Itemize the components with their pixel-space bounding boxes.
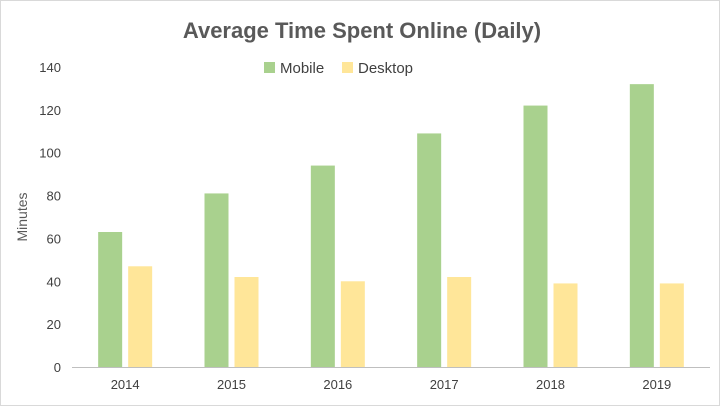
- bar-mobile-2015: [204, 193, 229, 367]
- y-axis-ticks: 0 20 40 60 80 100 120 140: [39, 60, 61, 375]
- x-tick-label-2017: 2017: [430, 377, 459, 392]
- x-tick-label-2018: 2018: [536, 377, 565, 392]
- x-tick-label-2019: 2019: [642, 377, 671, 392]
- bar-desktop-2018: [553, 283, 578, 367]
- legend-swatch-mobile: [264, 62, 275, 73]
- chart-title: Average Time Spent Online (Daily): [183, 18, 541, 43]
- bar-desktop-2015: [234, 277, 259, 367]
- bar-mobile-2016: [310, 165, 335, 367]
- y-tick-label-140: 140: [39, 60, 61, 75]
- y-tick-label-0: 0: [54, 360, 61, 375]
- x-axis-ticks: 2014 2015 2016 2017 2018 2019: [111, 377, 672, 392]
- x-tick-label-2016: 2016: [323, 377, 352, 392]
- y-axis-title: Minutes: [14, 192, 30, 241]
- y-tick-label-120: 120: [39, 103, 61, 118]
- bar-desktop-2016: [340, 281, 365, 367]
- bar-desktop-2017: [447, 277, 472, 367]
- y-tick-label-40: 40: [47, 274, 61, 289]
- bar-desktop-2019: [659, 283, 684, 367]
- y-tick-label-60: 60: [47, 231, 61, 246]
- x-tick-label-2014: 2014: [111, 377, 140, 392]
- bar-mobile-2017: [417, 133, 442, 367]
- y-tick-label-80: 80: [47, 189, 61, 204]
- bar-mobile-2019: [629, 84, 654, 368]
- bar-desktop-2014: [128, 266, 153, 367]
- x-tick-label-2015: 2015: [217, 377, 246, 392]
- y-tick-label-100: 100: [39, 146, 61, 161]
- legend-label-desktop: Desktop: [358, 60, 413, 77]
- bars: [98, 84, 684, 368]
- legend-label-mobile: Mobile: [280, 60, 324, 77]
- bar-mobile-2014: [98, 232, 123, 367]
- legend: Mobile Desktop: [264, 60, 413, 77]
- bar-mobile-2018: [523, 105, 548, 368]
- legend-swatch-desktop: [342, 62, 353, 73]
- y-tick-label-20: 20: [47, 317, 61, 332]
